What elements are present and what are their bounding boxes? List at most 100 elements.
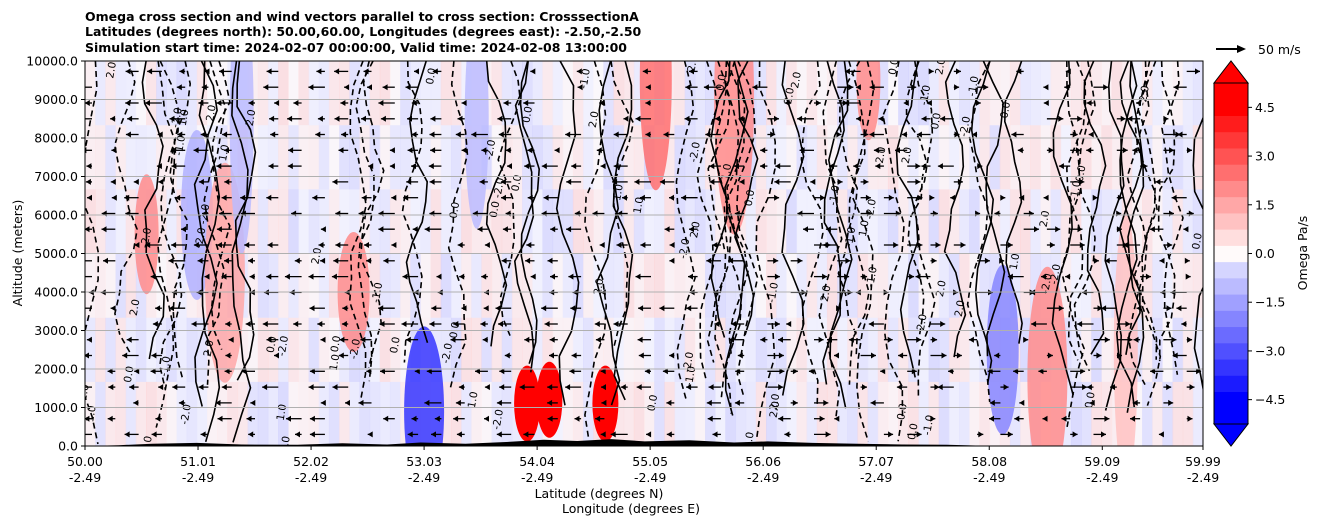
- wind-vector: [856, 115, 862, 122]
- contour-line: [818, 61, 843, 418]
- omega-cell: [1152, 61, 1163, 126]
- omega-cell: [948, 61, 960, 126]
- contour-line: [1003, 61, 1023, 344]
- wind-vector: [853, 163, 861, 170]
- wind-vector: [224, 257, 232, 264]
- wind-vector: [1186, 68, 1200, 75]
- omega-cell: [867, 317, 879, 382]
- omega-cell: [1182, 61, 1194, 126]
- x-tick-longitude: -2.49: [408, 470, 440, 485]
- omega-cell: [908, 61, 920, 126]
- wind-vector: [367, 84, 372, 91]
- omega-cell: [1162, 125, 1174, 190]
- wind-vector: [790, 257, 803, 264]
- y-tick-label: 3000.0: [34, 323, 78, 338]
- wind-vector: [837, 257, 851, 264]
- colorbar-tick-label: −3.0: [1255, 343, 1285, 358]
- omega-cell: [1020, 189, 1031, 254]
- wind-vector: [642, 68, 651, 75]
- omega-cell: [1131, 61, 1143, 126]
- omega-cell: [705, 61, 716, 126]
- wind-vector: [111, 194, 117, 201]
- omega-cell: [481, 317, 493, 382]
- wind-vector: [844, 100, 861, 106]
- wind-vector: [930, 415, 936, 422]
- colorbar-level: [1214, 375, 1248, 393]
- wind-vector: [403, 194, 419, 201]
- omega-cell: [684, 189, 696, 254]
- y-tick-label: 9000.0: [34, 92, 78, 107]
- omega-cell: [847, 381, 859, 446]
- wind-vector: [1065, 68, 1071, 75]
- omega-cell: [115, 125, 127, 190]
- wind-vector: [125, 68, 139, 75]
- omega-cell: [1131, 125, 1143, 190]
- omega-cell: [867, 381, 879, 446]
- wind-vector: [814, 431, 831, 438]
- omega-cell: [501, 381, 513, 446]
- x-tick-latitude: 59.99: [1185, 454, 1221, 469]
- contour-line: [405, 61, 429, 343]
- omega-cell: [766, 61, 777, 126]
- omega-cell: [735, 253, 747, 318]
- omega-cell: [1091, 317, 1102, 382]
- omega-cell: [1040, 61, 1052, 126]
- wind-vector: [198, 178, 209, 185]
- omega-cell: [461, 381, 472, 446]
- wind-vector: [217, 415, 232, 422]
- wind-vector: [547, 415, 558, 422]
- omega-cell: [979, 317, 991, 382]
- contour-line: [1065, 61, 1087, 361]
- wind-vector: [855, 84, 861, 91]
- wind-vector: [498, 321, 512, 327]
- omega-cell: [532, 189, 543, 254]
- wind-vector: [1123, 242, 1141, 248]
- wind-vector: [930, 242, 941, 248]
- wind-vector: [475, 368, 488, 375]
- wind-vector: [907, 84, 917, 91]
- omega-cell: [1030, 253, 1041, 318]
- omega-cell: [298, 381, 310, 446]
- wind-vector: [455, 131, 465, 138]
- omega-cell: [207, 381, 218, 446]
- wind-vector: [916, 131, 931, 138]
- omega-cell: [85, 61, 96, 126]
- wind-vector: [363, 68, 372, 75]
- omega-cell: [491, 189, 503, 254]
- omega-cell: [786, 189, 798, 254]
- wind-vector: [814, 100, 821, 106]
- chart-title-line-3: Simulation start time: 2024-02-07 00:00:…: [85, 40, 627, 55]
- omega-cell: [471, 317, 482, 382]
- wind-vector: [989, 415, 1001, 422]
- wind-vector: [907, 273, 915, 280]
- wind-vector: [837, 273, 850, 280]
- contour-line: [141, 61, 165, 360]
- wind-vector: [198, 100, 209, 106]
- wind-vector: [903, 100, 909, 106]
- omega-cell: [318, 381, 330, 446]
- omega-cell: [969, 317, 980, 382]
- omega-cell: [1131, 381, 1143, 446]
- wind-vector: [823, 242, 838, 248]
- omega-cell: [156, 253, 167, 318]
- colorbar-extend-max: [1212, 60, 1250, 84]
- omega-cell: [532, 253, 543, 318]
- y-tick-label: 8000.0: [34, 131, 78, 146]
- omega-cell: [217, 61, 228, 126]
- wind-vector: [151, 352, 162, 359]
- wind-vector: [1086, 384, 1094, 391]
- wind-vector: [341, 321, 349, 327]
- omega-cell: [430, 125, 442, 190]
- omega-cell: [948, 253, 960, 318]
- contour-line: [1104, 61, 1125, 411]
- omega-cell: [603, 253, 615, 318]
- wind-vector: [224, 147, 232, 154]
- y-tick-label: 10000.0: [26, 54, 78, 69]
- wind-vector: [547, 384, 558, 391]
- wind-vector: [875, 163, 884, 170]
- contour-label: -1.0: [843, 226, 858, 248]
- wind-vector: [338, 352, 349, 359]
- x-tick-longitude: -2.49: [521, 470, 553, 485]
- wind-vector: [907, 431, 922, 438]
- contour-label: 2.0: [128, 298, 143, 317]
